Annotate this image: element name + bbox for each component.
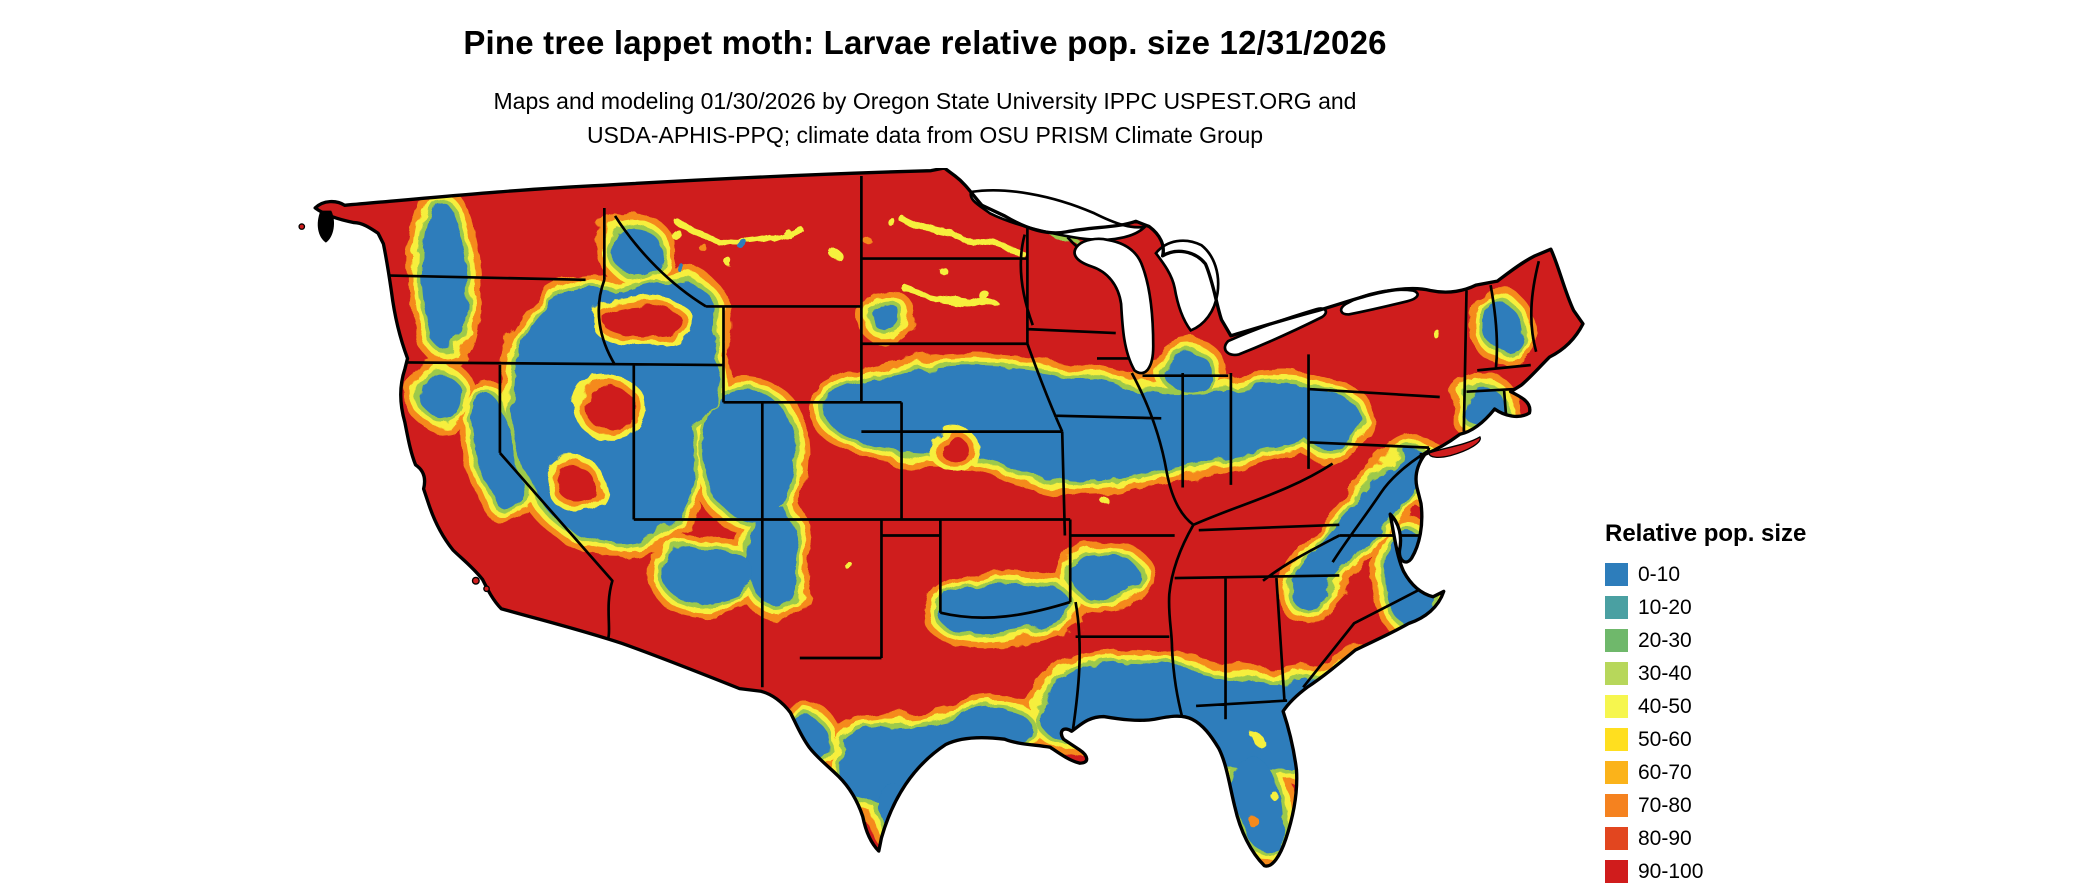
- legend-swatch: [1605, 728, 1628, 751]
- legend-item: 80-90: [1605, 822, 1806, 855]
- title-block: Pine tree lappet moth: Larvae relative p…: [0, 24, 1850, 62]
- legend-item: 10-20: [1605, 591, 1806, 624]
- legend-item-label: 70-80: [1638, 793, 1692, 817]
- us-population-map: [298, 166, 1585, 868]
- us-outline: [313, 166, 1585, 868]
- legend-swatch: [1605, 596, 1628, 619]
- legend-item: 90-100: [1605, 855, 1806, 888]
- legend-item-label: 60-70: [1638, 760, 1692, 784]
- subtitle-line-1: Maps and modeling 01/30/2026 by Oregon S…: [493, 88, 1357, 114]
- legend-item: 50-60: [1605, 723, 1806, 756]
- legend-swatch: [1605, 761, 1628, 784]
- legend-item: 30-40: [1605, 657, 1806, 690]
- legend: Relative pop. size 0-10 10-20 20-30 30-40 40…: [1605, 520, 1806, 888]
- subtitle-line-2: USDA-APHIS-PPQ; climate data from OSU PR…: [586, 122, 1264, 148]
- legend-item-label: 40-50: [1638, 694, 1692, 718]
- legend-item: 60-70: [1605, 756, 1806, 789]
- legend-item-label: 90-100: [1638, 859, 1704, 883]
- legend-item-label: 0-10: [1638, 562, 1681, 586]
- legend-title: Relative pop. size: [1605, 520, 1807, 547]
- puget-sound-mark: [317, 210, 335, 243]
- legend-item: 0-10: [1605, 558, 1806, 591]
- legend-swatch: [1605, 827, 1628, 850]
- state-borders: [344, 175, 1541, 731]
- page-title: Pine tree lappet moth: Larvae relative p…: [463, 24, 1387, 61]
- legend-item-label: 80-90: [1638, 826, 1692, 850]
- subtitle-block: Maps and modeling 01/30/2026 by Oregon S…: [0, 84, 1850, 152]
- map-land: [315, 168, 1583, 867]
- map-details: [298, 210, 1481, 593]
- channel-island: [483, 585, 490, 593]
- legend-item: 70-80: [1605, 789, 1806, 822]
- legend-item-label: 20-30: [1638, 628, 1692, 652]
- legend-item-label: 30-40: [1638, 661, 1692, 685]
- map-container: [275, 166, 1587, 887]
- legend-swatch: [1605, 794, 1628, 817]
- legend-item: 40-50: [1605, 690, 1806, 723]
- legend-swatch: [1605, 563, 1628, 586]
- lake-huron: [1154, 239, 1220, 333]
- legend-swatch: [1605, 695, 1628, 718]
- channel-island: [471, 576, 480, 585]
- legend-items: 0-10 10-20 20-30 30-40 40-50 50-60 60-70 70-80 8…: [1605, 558, 1806, 888]
- offshore-speck: [298, 223, 306, 230]
- legend-item-label: 10-20: [1638, 595, 1692, 619]
- lake-michigan: [1073, 237, 1155, 375]
- legend-swatch: [1605, 629, 1628, 652]
- legend-swatch: [1605, 662, 1628, 685]
- legend-swatch: [1605, 860, 1628, 883]
- legend-item-label: 50-60: [1638, 727, 1692, 751]
- long-island: [1428, 436, 1481, 458]
- legend-item: 20-30: [1605, 624, 1806, 657]
